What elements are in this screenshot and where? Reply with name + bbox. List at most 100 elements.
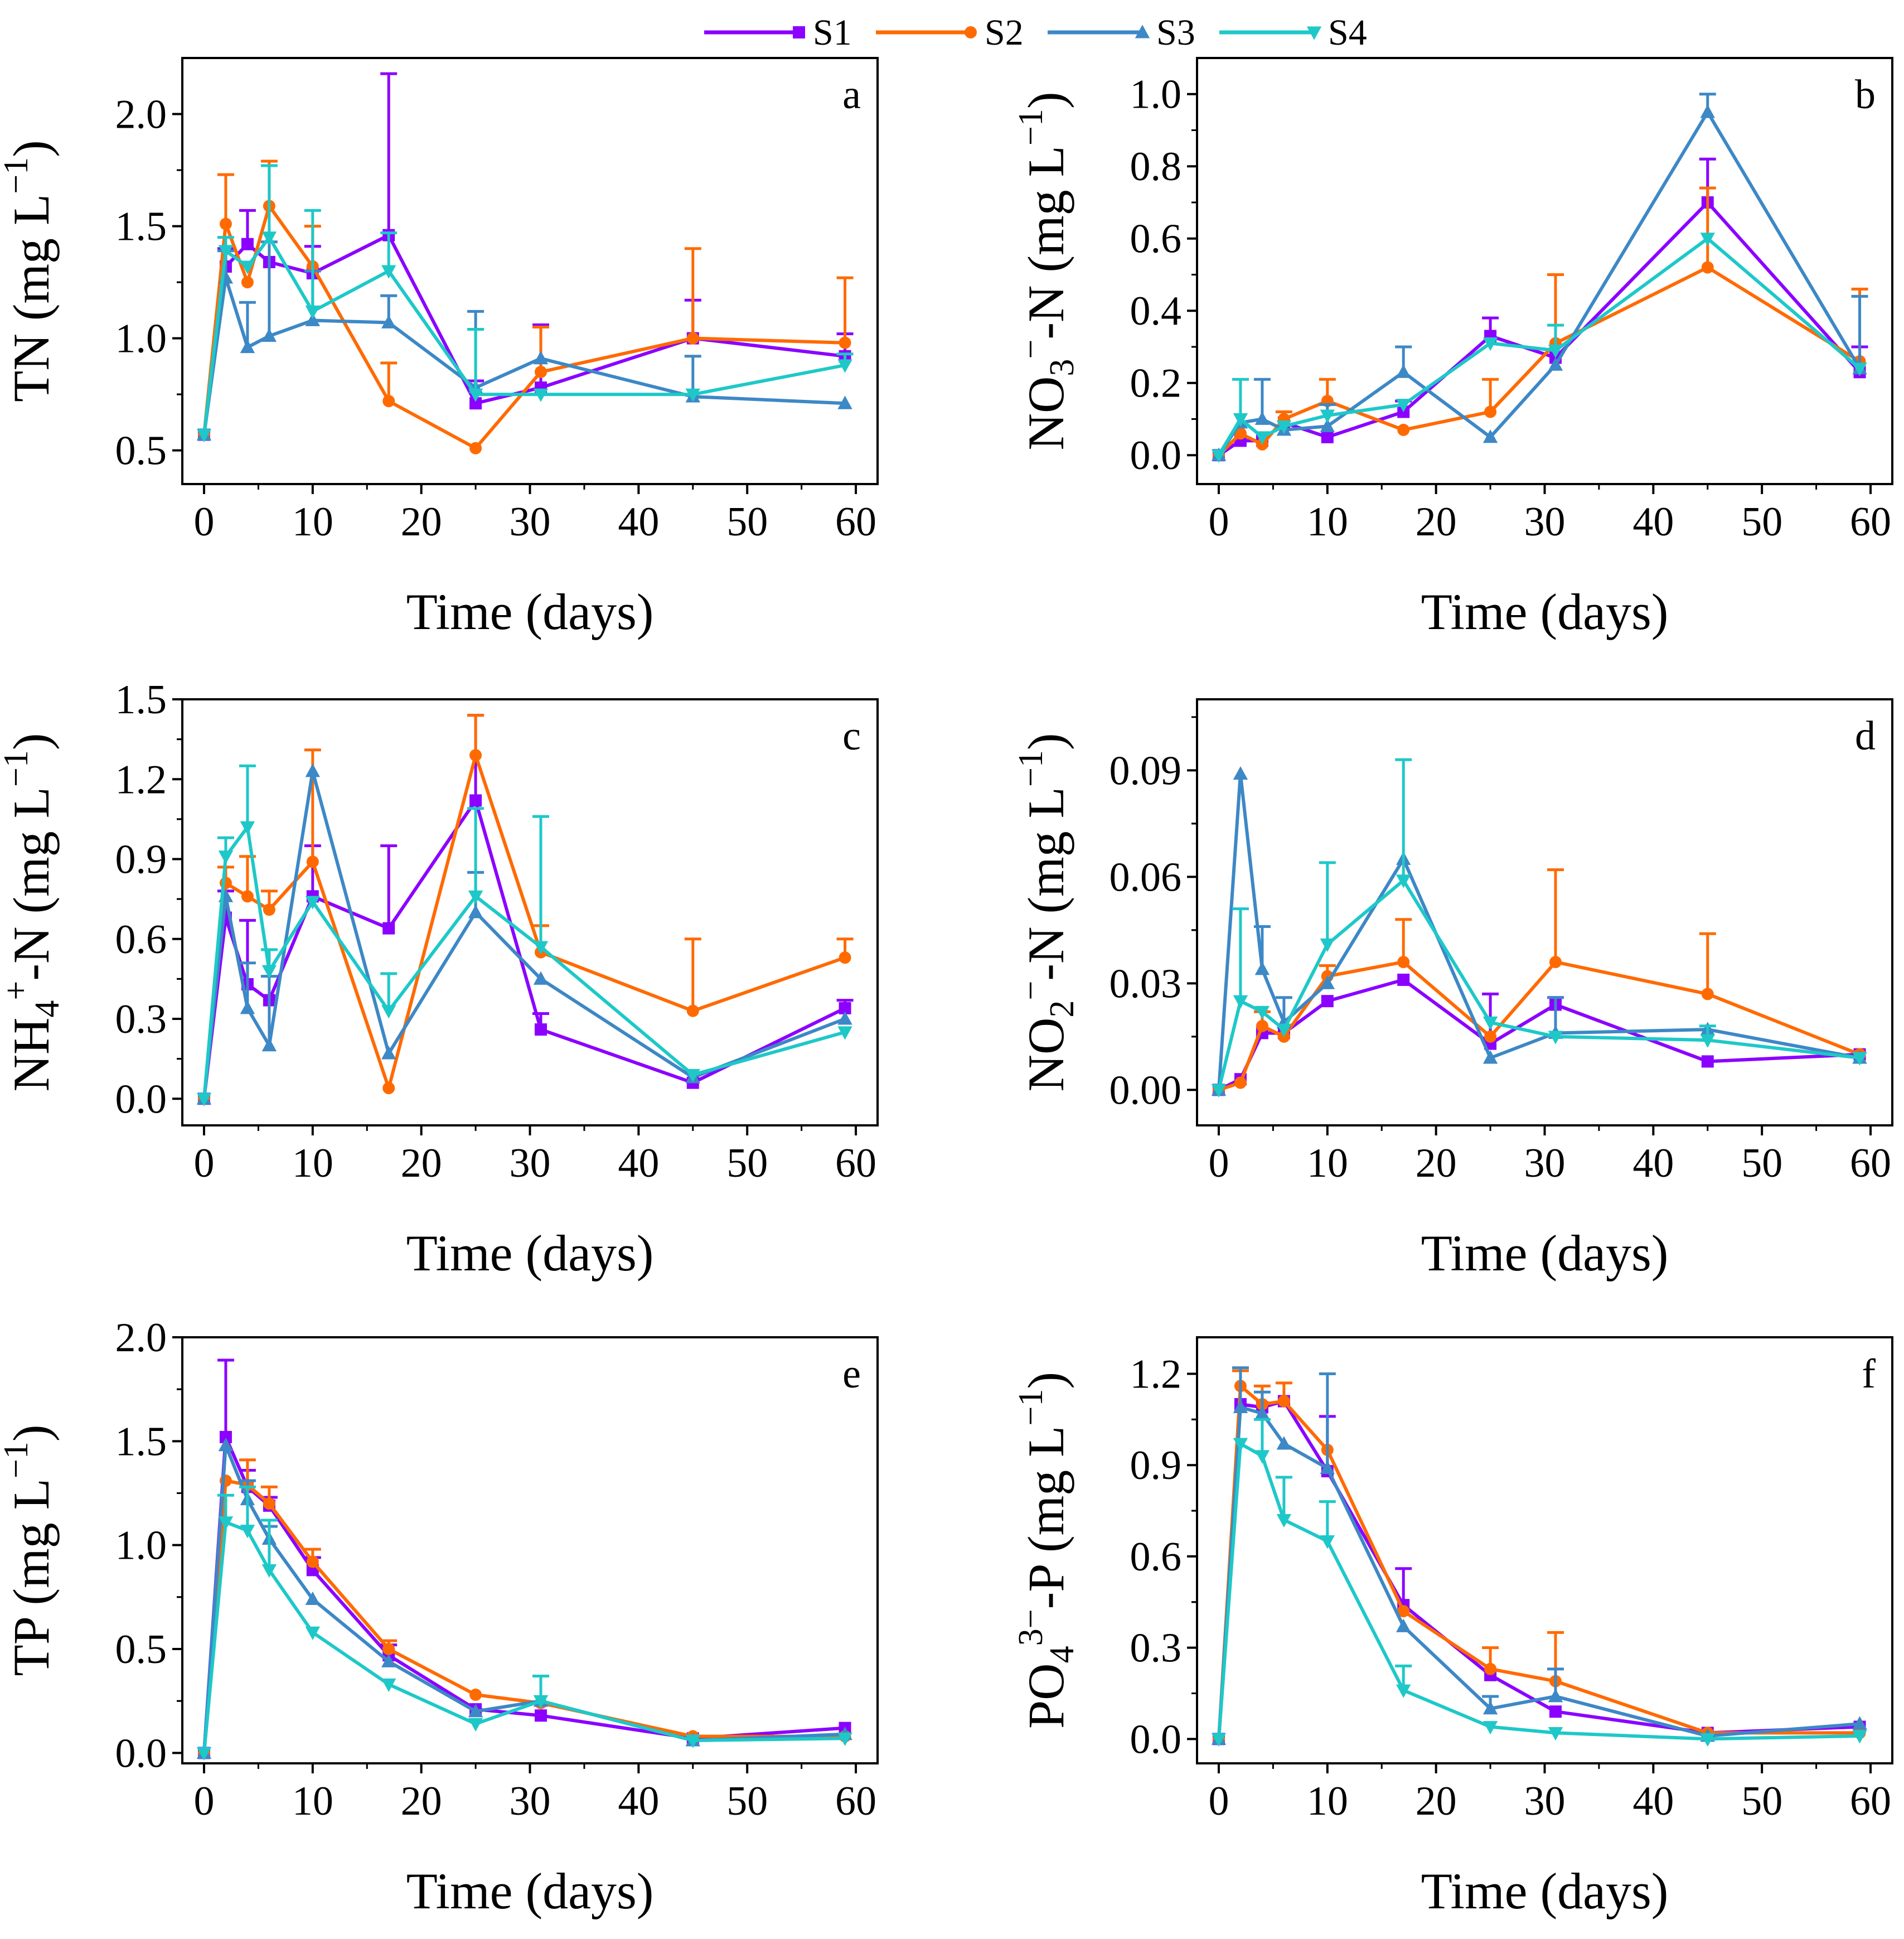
- data-point: [1254, 1405, 1270, 1419]
- series-s1: [197, 1358, 851, 1759]
- y-tick-label: 2.0: [115, 1315, 167, 1361]
- data-point: [839, 951, 851, 964]
- data-point: [240, 339, 255, 354]
- data-point: [1396, 399, 1411, 413]
- data-point: [685, 1734, 700, 1748]
- data-point: [1548, 344, 1563, 359]
- y-tick-label: 0.06: [1110, 854, 1182, 900]
- series-line: [1217, 772, 1861, 1090]
- series-s3: [196, 1438, 852, 1759]
- data-point: [196, 1092, 212, 1106]
- y-tick-label: 2.0: [115, 92, 167, 138]
- data-point: [1320, 418, 1335, 432]
- y-tick-label: 0.03: [1110, 961, 1182, 1007]
- data-point: [306, 855, 319, 868]
- x-tick-label: 60: [835, 499, 876, 545]
- y-tick-label: 0.3: [1130, 1626, 1182, 1671]
- data-point: [468, 1718, 483, 1732]
- data-point: [1234, 1076, 1247, 1089]
- series-line: [202, 753, 846, 1099]
- legend-entry-s4: S4: [1219, 12, 1367, 53]
- data-point: [381, 1046, 396, 1060]
- data-point: [1482, 337, 1498, 351]
- x-axis: 0 10 20 30 40 50 60 Time (days): [1208, 484, 1891, 640]
- panel-a: 0 10 20 30 40 50 60 Time (days) 0.5 1.0 1.5 2.0 TN (…: [0, 57, 879, 640]
- data-point: [1396, 874, 1411, 888]
- x-tick-label: 10: [292, 1778, 333, 1824]
- y-tick-label: 1.5: [115, 204, 167, 250]
- x-tick-label: 0: [193, 1778, 214, 1824]
- x-tick-label: 60: [1850, 499, 1891, 545]
- plot-area: [196, 1358, 852, 1761]
- data-point: [1276, 1023, 1292, 1037]
- data-point: [685, 388, 700, 402]
- data-point: [1321, 995, 1334, 1008]
- x-axis-title: Time (days): [406, 1225, 654, 1282]
- error-bar: [380, 72, 398, 235]
- error-bar: [532, 326, 549, 372]
- data-point: [219, 1430, 232, 1443]
- y-axis: 0.0 0.5 1.0 1.5 2.0 TP (mg L−1): [0, 1315, 182, 1776]
- data-point: [263, 903, 275, 916]
- panel-letter: d: [1855, 713, 1876, 759]
- series-s1: [197, 72, 854, 441]
- data-point: [382, 1643, 395, 1656]
- x-tick-label: 0: [1208, 1140, 1229, 1186]
- data-point: [468, 905, 483, 918]
- series-line: [1217, 110, 1862, 456]
- data-point: [1548, 1031, 1563, 1045]
- y-axis-title: NO3−-N (mg L−1): [1012, 92, 1081, 451]
- data-point: [1277, 1395, 1290, 1408]
- y-axis: 0.0 0.2 0.4 0.6 0.8 1.0 NO3−-N (mg L−1): [1012, 72, 1197, 478]
- data-point: [1548, 1727, 1563, 1741]
- data-point: [218, 1516, 234, 1530]
- data-point: [1397, 973, 1410, 986]
- data-point: [533, 351, 549, 365]
- data-point: [534, 1023, 547, 1036]
- data-point: [382, 1082, 395, 1095]
- y-tick-label: 0.0: [1130, 1716, 1182, 1762]
- data-point: [381, 1653, 396, 1667]
- data-point: [1700, 1733, 1715, 1747]
- data-point: [469, 397, 482, 410]
- error-bar: [1547, 868, 1564, 963]
- data-point: [1852, 1730, 1867, 1744]
- y-axis-title: TN (mg L−1): [0, 140, 60, 402]
- data-point: [1549, 956, 1562, 969]
- data-point: [1211, 1084, 1227, 1098]
- data-point: [382, 922, 395, 935]
- y-axis: 0.0 0.3 0.6 0.9 1.2 PO43−-P (mg L−1): [1012, 1351, 1197, 1762]
- data-point: [241, 890, 254, 903]
- data-point: [1549, 1705, 1562, 1718]
- x-tick-label: 40: [1632, 1778, 1674, 1824]
- data-point: [1320, 1460, 1335, 1474]
- y-axis: 0.5 1.0 1.5 2.0 TN (mg L−1): [0, 92, 182, 474]
- series-line: [202, 769, 846, 1099]
- y-axis-title: NO2−-N (mg L−1): [1012, 733, 1081, 1092]
- data-point: [241, 276, 254, 289]
- data-point: [534, 365, 547, 378]
- data-point: [382, 395, 395, 408]
- data-point: [261, 965, 277, 979]
- error-bar: [1395, 918, 1412, 963]
- x-tick-label: 10: [292, 499, 333, 545]
- data-point: [1320, 938, 1335, 952]
- x-tick-label: 50: [1741, 499, 1782, 545]
- x-tick-label: 50: [726, 499, 768, 545]
- data-point: [837, 1732, 852, 1747]
- data-point: [261, 1038, 277, 1052]
- error-bar: [239, 1485, 256, 1531]
- data-point: [1320, 409, 1335, 423]
- y-axis: 0.0 0.3 0.6 0.9 1.2 1.5 NH4+-N (mg L−1): [0, 677, 182, 1122]
- legend: S1 S2 S3 S4: [704, 12, 1367, 53]
- data-point: [1320, 975, 1335, 989]
- error-bar: [1319, 1372, 1336, 1468]
- plot-frame: [1196, 698, 1893, 1126]
- x-axis: 0 10 20 30 40 50 60 Time (days): [193, 1763, 876, 1919]
- y-tick-label: 0.3: [115, 997, 167, 1042]
- x-axis: 0 10 20 30 40 50 60 Time (days): [1208, 1125, 1891, 1282]
- data-point: [305, 312, 321, 326]
- series-s2: [1212, 1369, 1866, 1745]
- data-point: [381, 1678, 396, 1693]
- error-bar: [1851, 294, 1868, 369]
